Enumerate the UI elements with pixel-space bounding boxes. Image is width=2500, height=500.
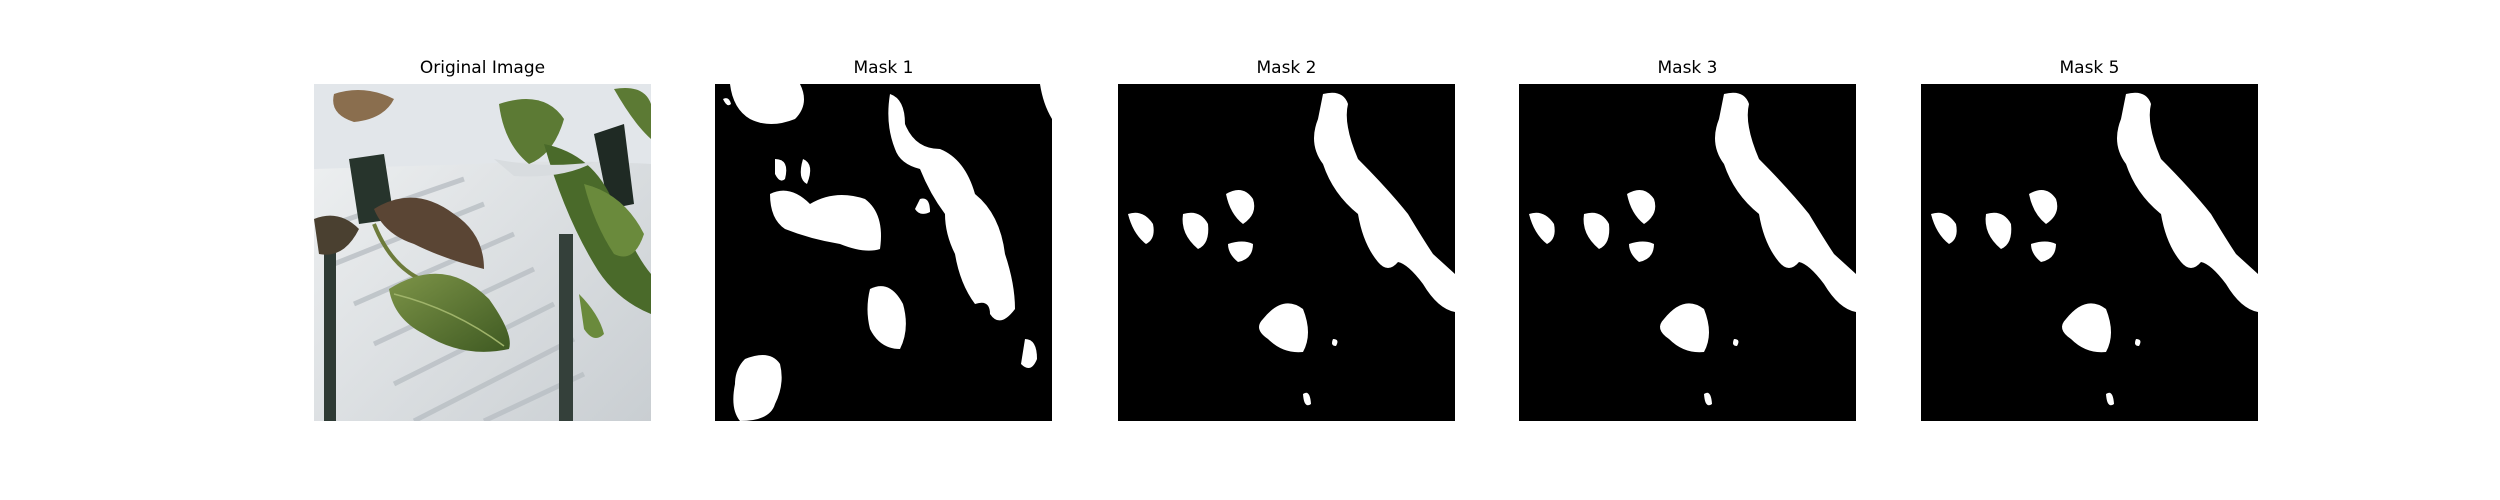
panel-title-mask-5: Mask 5 <box>2059 58 2120 78</box>
panel-title-mask-2: Mask 2 <box>1256 58 1317 78</box>
panel-title-mask-3: Mask 3 <box>1657 58 1718 78</box>
original-image-panel <box>314 84 651 421</box>
mask-1-panel <box>715 84 1052 421</box>
original-image <box>314 84 651 421</box>
mask-5-image <box>1921 84 2258 421</box>
mask-2-panel <box>1118 84 1455 421</box>
mask-1-image <box>715 84 1052 421</box>
mask-5-panel <box>1921 84 2258 421</box>
mask-3-image <box>1519 84 1856 421</box>
panel-title-mask-1: Mask 1 <box>853 58 914 78</box>
mask-3-panel <box>1519 84 1856 421</box>
panel-title-original-image: Original Image <box>419 58 546 78</box>
mask-2-image <box>1118 84 1455 421</box>
